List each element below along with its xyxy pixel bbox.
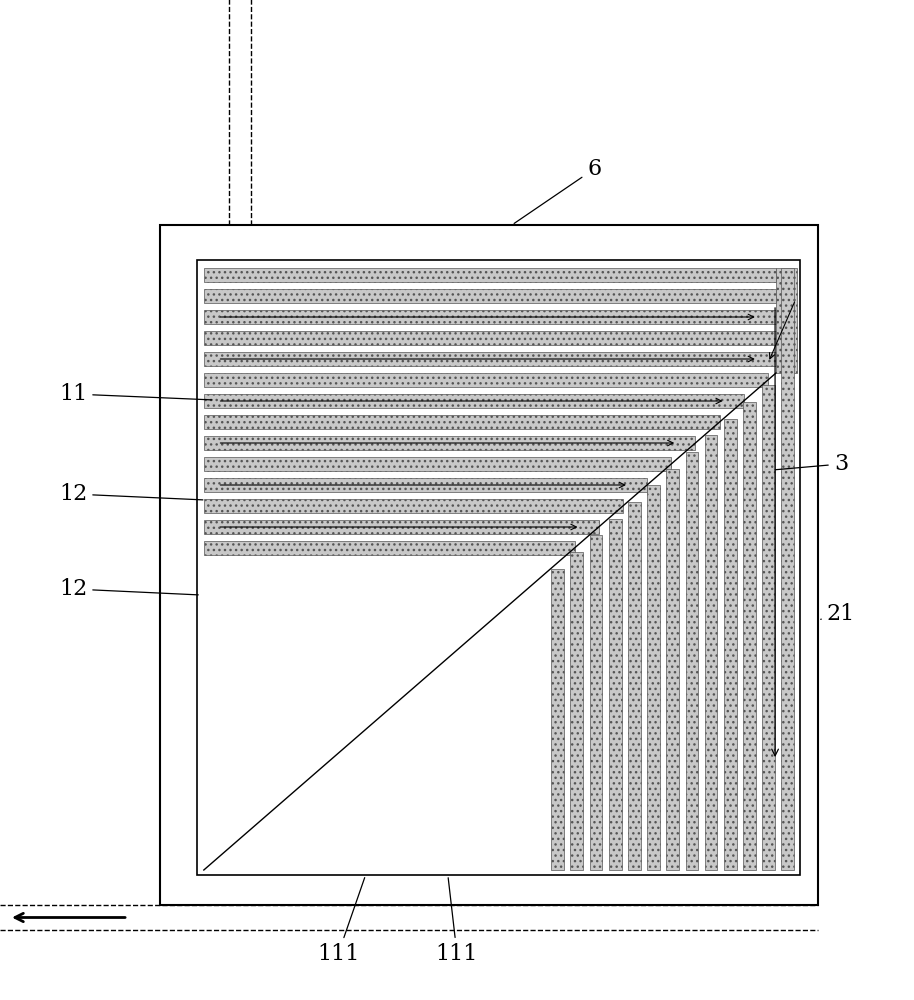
Bar <box>160 225 818 905</box>
Bar <box>204 457 671 471</box>
Bar <box>743 402 756 870</box>
Bar <box>609 519 622 870</box>
Bar <box>204 310 776 324</box>
Text: 6: 6 <box>515 158 601 223</box>
Bar <box>551 569 564 870</box>
Bar <box>204 331 776 345</box>
Text: 12: 12 <box>59 483 203 505</box>
Bar <box>204 394 744 408</box>
Text: 111: 111 <box>436 878 478 965</box>
Text: 11: 11 <box>59 383 212 405</box>
Bar <box>204 352 776 366</box>
Bar <box>197 260 800 875</box>
Bar <box>628 502 641 870</box>
Text: 21: 21 <box>821 603 855 625</box>
Bar <box>204 541 575 555</box>
Bar <box>724 419 737 870</box>
Bar <box>705 435 717 870</box>
Text: 111: 111 <box>317 878 365 965</box>
Bar <box>204 520 599 534</box>
Bar <box>204 436 696 450</box>
Bar <box>762 385 775 870</box>
Bar <box>686 452 698 870</box>
Bar <box>204 499 622 513</box>
Bar <box>590 535 602 870</box>
Bar <box>204 268 776 282</box>
Bar <box>204 415 719 429</box>
Text: 3: 3 <box>775 453 848 475</box>
Bar <box>570 552 583 870</box>
Bar <box>204 373 768 387</box>
Text: 12: 12 <box>59 578 198 600</box>
Bar <box>666 469 679 870</box>
Bar <box>781 268 794 870</box>
Bar <box>647 485 660 870</box>
Bar <box>776 268 797 373</box>
Bar <box>204 478 647 492</box>
Bar <box>204 289 776 303</box>
